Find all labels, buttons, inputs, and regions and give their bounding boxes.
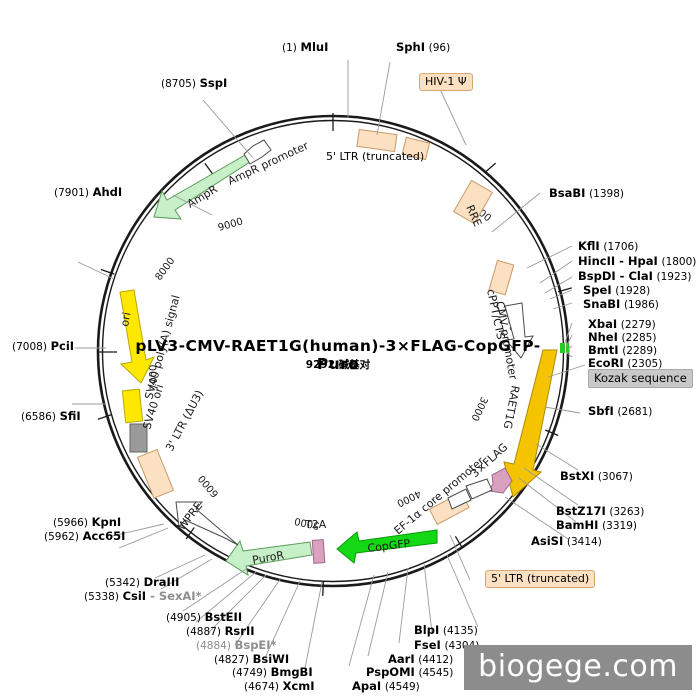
site-sfii[interactable]: (6586) SfiI xyxy=(21,409,81,423)
site-kfli[interactable]: KflI (1706) xyxy=(578,239,639,253)
site-draiii[interactable]: (5342) DraIII xyxy=(105,575,180,589)
feature-copgfp xyxy=(336,529,438,564)
site-bsabi[interactable]: BsaBI (1398) xyxy=(549,186,624,200)
site-blpi[interactable]: BlpI (4135) xyxy=(414,623,478,637)
site-xbai[interactable]: XbaI (2279) xyxy=(588,317,656,331)
site-mlui[interactable]: (1) MluI xyxy=(282,40,329,54)
feature-label-hiv1-psi: HIV-1 Ψ xyxy=(419,73,473,91)
site-bstei[interactable]: (4905) BstEII xyxy=(166,610,243,624)
site-bamhi[interactable]: BamHI (3319) xyxy=(556,518,637,532)
site-ahdi[interactable]: (7901) AhdI xyxy=(54,185,123,199)
site-csii-sexai[interactable]: (5338) CsiI - SexAI* xyxy=(84,589,202,603)
site-snabi[interactable]: SnaBI (1986) xyxy=(583,297,659,311)
feature-kozak-marker2 xyxy=(566,343,569,353)
feature-label-5ltr-top: 5' LTR (truncated) xyxy=(326,150,425,163)
site-sphi[interactable]: SphI (96) xyxy=(396,40,451,54)
site-hincii-hpai[interactable]: HincII - HpaI (1800) xyxy=(578,254,697,268)
page-title: pLV3-CMV-RAET1G(human)-3×FLAG-CopGFP-Pur… xyxy=(135,337,541,373)
site-rsrii[interactable]: (4887) RsrII xyxy=(186,624,255,638)
svg-text:CopGFP: CopGFP xyxy=(367,537,412,555)
svg-text:ori: ori xyxy=(118,311,133,327)
feature-ampr xyxy=(153,145,261,220)
feature-cmv-promoter xyxy=(504,302,534,359)
svg-text:8000: 8000 xyxy=(154,256,178,283)
site-bspdi-clai[interactable]: BspDI - ClaI (1923) xyxy=(578,269,692,283)
plasmid-length: 9292 碱基对 xyxy=(305,359,371,371)
site-fsei[interactable]: FseI (4304) xyxy=(414,638,480,652)
leader-lines xyxy=(72,60,586,669)
site-sbfi[interactable]: SbfI (2681) xyxy=(588,404,653,418)
site-kpni[interactable]: (5966) KpnI xyxy=(53,515,122,529)
site-ecori[interactable]: EcoRI (2305) xyxy=(588,356,663,370)
feature-t2a xyxy=(311,539,326,564)
feature-puror xyxy=(225,539,313,577)
site-bsiwi[interactable]: (4827) BsiWI xyxy=(214,652,290,666)
svg-text:6000: 6000 xyxy=(197,473,222,500)
site-asisi[interactable]: AsiSI (3414) xyxy=(531,534,602,548)
svg-text:7000: 7000 xyxy=(148,364,160,390)
site-bstz17i[interactable]: BstZ17I (3263) xyxy=(556,504,645,518)
feature-linker-arrow xyxy=(465,478,493,500)
site-nhei[interactable]: NheI (2285) xyxy=(588,330,657,344)
site-aari[interactable]: AarI (4412) xyxy=(388,652,454,666)
svg-text:RAET1G: RAET1G xyxy=(501,384,522,430)
site-apai[interactable]: ApaI (4549) xyxy=(352,679,420,693)
site-spei[interactable]: SpeI (1928) xyxy=(583,283,651,297)
site-acc65i[interactable]: (5962) Acc65I xyxy=(44,529,126,543)
site-xcmi[interactable]: (4674) XcmI xyxy=(244,679,315,693)
svg-text:3' LTR (ΔU3): 3' LTR (ΔU3) xyxy=(163,388,206,453)
svg-text:T2A: T2A xyxy=(304,518,327,531)
feature-sv40-ori xyxy=(129,423,148,453)
feature-5ltr-box2 xyxy=(401,136,431,161)
feature-wpre xyxy=(175,501,239,546)
feature-linker-arrow2 xyxy=(447,488,472,510)
site-ticks xyxy=(99,113,334,353)
feature-label-5ltr-bottom: 5' LTR (truncated) xyxy=(485,570,596,588)
svg-text:PuroR: PuroR xyxy=(251,549,285,567)
axis-ticks: 1000 2000 3000 4000 5000 6000 7000 8000 … xyxy=(97,162,572,596)
feature-sv40-polya xyxy=(121,388,144,424)
feature-cppt-cts xyxy=(488,259,515,296)
site-pcii[interactable]: (7008) PciI xyxy=(12,339,75,353)
feature-ampr-promoter xyxy=(243,139,272,165)
feature-3ltr-du3 xyxy=(136,448,175,499)
site-bmgbi[interactable]: (4749) BmgBI xyxy=(232,665,313,679)
site-bmti[interactable]: BmtI (2289) xyxy=(588,343,658,357)
feature-ori xyxy=(119,289,156,384)
site-bstxi[interactable]: BstXI (3067) xyxy=(560,469,633,483)
svg-text:3000: 3000 xyxy=(469,395,490,423)
site-bspei[interactable]: (4884) BspEI* xyxy=(196,638,277,652)
feature-5ltr-box1 xyxy=(356,128,398,153)
feature-label-kozak: Kozak sequence xyxy=(588,369,693,388)
svg-text:5000: 5000 xyxy=(293,515,320,531)
site-pspomi[interactable]: PspOMI (4545) xyxy=(366,665,454,679)
feature-3xflag xyxy=(488,467,513,494)
feature-rre xyxy=(452,179,494,225)
watermark: biogege.com xyxy=(464,645,692,690)
feature-kozak-marker xyxy=(560,343,565,353)
svg-text:9000: 9000 xyxy=(217,216,244,234)
site-sspi[interactable]: (8705) SspI xyxy=(161,76,228,90)
